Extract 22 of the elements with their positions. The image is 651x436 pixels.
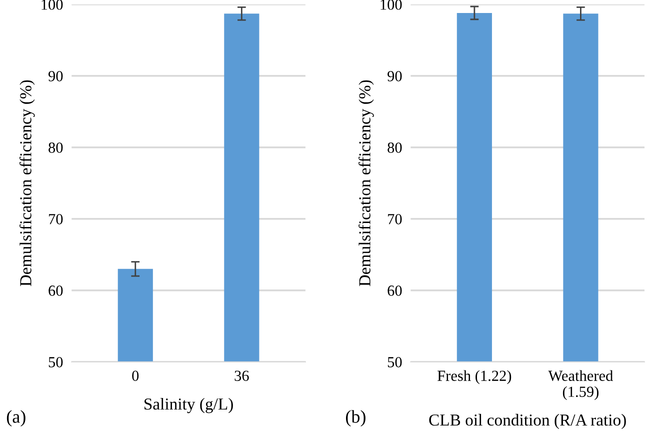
y-tick-label: 70 bbox=[388, 214, 402, 224]
y-tick-label: 60 bbox=[388, 286, 402, 296]
text: (b) bbox=[346, 410, 366, 427]
x-tick-label: Fresh (1.22) bbox=[438, 370, 512, 384]
x-tick-label: Weathered (1.59) bbox=[548, 370, 613, 400]
text: (a) bbox=[6, 410, 26, 427]
y-axis-title: Demulsification efficiency (%) bbox=[358, 80, 374, 286]
x-tick-label: 0 bbox=[132, 370, 139, 381]
y-tick-label: 90 bbox=[388, 71, 402, 82]
y-tick-label: 80 bbox=[48, 142, 63, 153]
y-tick-label: 70 bbox=[49, 214, 63, 224]
y-tick-label: 60 bbox=[48, 286, 63, 296]
y-tick-label: 80 bbox=[388, 142, 402, 153]
y-tick-label: 100 bbox=[380, 0, 402, 10]
y-tick-label: 50 bbox=[388, 357, 402, 368]
y-tick-label: 100 bbox=[42, 0, 63, 10]
y-tick-label: 90 bbox=[48, 71, 63, 82]
y-axis-title: Demulsification efficiency (%) bbox=[19, 80, 35, 286]
x-tick-label: 36 bbox=[234, 370, 249, 381]
x-axis-title: CLB oil condition (R/A ratio) bbox=[429, 414, 626, 430]
x-axis-title: Salinity (g/L) bbox=[144, 398, 233, 414]
y-tick-label: 50 bbox=[48, 357, 63, 368]
